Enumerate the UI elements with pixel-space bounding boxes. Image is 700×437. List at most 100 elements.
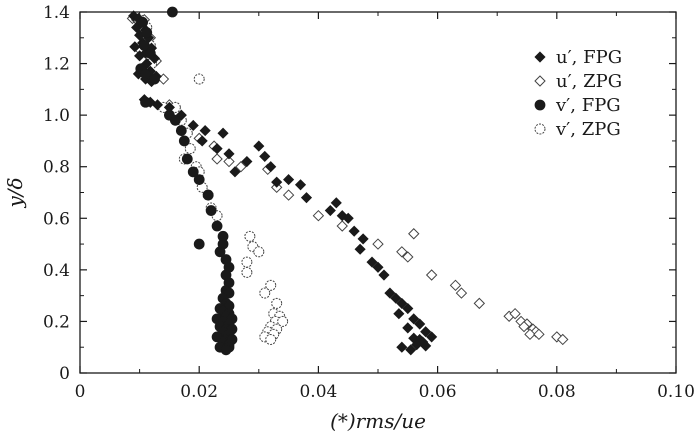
data-point [396, 297, 408, 309]
y-tick-label: 0 [59, 364, 70, 384]
data-point [518, 320, 530, 333]
data-point [420, 326, 432, 338]
data-point [396, 341, 408, 353]
data-point [235, 161, 247, 173]
data-point [402, 302, 414, 315]
series-2 [135, 6, 238, 356]
data-point [129, 41, 141, 53]
y-axis-label: y/δ [3, 177, 27, 208]
y-tick-label: 0.6 [43, 209, 70, 229]
data-point [294, 179, 307, 191]
data-point [181, 153, 193, 165]
data-point [282, 189, 295, 201]
data-point [137, 16, 148, 28]
data-point [220, 344, 232, 356]
data-point [169, 101, 181, 113]
y-tick-label: 0.8 [43, 158, 70, 178]
data-marks [126, 6, 569, 356]
legend-label: v′, FPG [555, 95, 621, 116]
x-tick-label: 0.06 [419, 382, 457, 402]
data-point [393, 308, 405, 320]
data-point [144, 47, 156, 59]
data-point [524, 328, 536, 341]
data-point [211, 220, 223, 232]
data-point [214, 246, 226, 258]
data-point [202, 189, 214, 201]
data-point [134, 50, 146, 62]
x-tick-label: 0.08 [538, 382, 576, 402]
data-point [473, 297, 486, 310]
data-point [241, 256, 253, 268]
legend-label: u′, ZPG [556, 71, 622, 92]
data-point [169, 114, 181, 126]
data-point [509, 307, 521, 320]
y-tick-label: 0.4 [43, 261, 70, 281]
legend-marker [534, 51, 546, 63]
axis-ticks: 0 0.02 0.04 0.06 0.08 0.10 0 0.2 0.4 0.6 0.8 1.0 1.2… [43, 3, 695, 402]
data-point [241, 155, 253, 168]
data-point [259, 150, 271, 162]
data-point [372, 261, 384, 273]
legend-label: v′, ZPG [555, 119, 621, 140]
legend-marker [534, 75, 546, 87]
data-point [426, 331, 438, 343]
data-point [390, 292, 402, 304]
data-point [402, 322, 414, 334]
data-point [378, 269, 390, 281]
data-point [312, 210, 325, 222]
data-point [241, 266, 253, 278]
data-point [557, 333, 569, 346]
data-point [384, 287, 396, 299]
data-point [405, 344, 417, 356]
data-point [324, 204, 336, 217]
data-point [244, 230, 256, 242]
data-point [199, 125, 211, 137]
data-point [229, 166, 241, 178]
data-point [211, 153, 223, 165]
data-point [449, 279, 462, 292]
x-axis-label: (*)rms/ue [330, 409, 426, 433]
x-tick-label: 0.02 [180, 382, 218, 402]
data-point [408, 228, 420, 240]
data-point [196, 135, 208, 147]
data-point [348, 225, 360, 237]
y-tick-label: 1.2 [43, 55, 70, 75]
data-point [178, 135, 190, 147]
data-point [271, 176, 283, 188]
data-point [187, 119, 199, 132]
x-tick-label: 0.04 [299, 382, 337, 402]
data-point [265, 333, 277, 345]
data-point [300, 192, 313, 204]
data-point [411, 339, 423, 351]
data-point [138, 40, 150, 51]
data-point [140, 68, 151, 80]
data-point [330, 197, 342, 209]
y-tick-label: 1.0 [43, 106, 70, 126]
data-point [354, 243, 366, 255]
data-point [193, 238, 205, 250]
data-point [402, 251, 414, 263]
data-point [253, 246, 265, 258]
data-point [357, 233, 369, 245]
data-point [259, 287, 271, 299]
data-point [342, 212, 354, 224]
legend-marker [534, 123, 546, 135]
series-3 [134, 14, 289, 345]
data-point [271, 297, 283, 309]
data-point [396, 246, 408, 258]
data-point [366, 256, 378, 268]
data-point [193, 174, 205, 186]
y-tick-label: 0.2 [43, 312, 70, 332]
x-tick-label: 0 [75, 382, 86, 402]
data-point [140, 96, 151, 108]
data-point [420, 340, 432, 352]
data-point [277, 315, 289, 327]
data-point [455, 287, 468, 299]
data-point [336, 220, 348, 232]
data-point [414, 318, 426, 330]
data-point [184, 143, 196, 155]
data-point [193, 73, 205, 85]
data-point [265, 161, 277, 173]
legend-label: u′, FPG [556, 47, 622, 68]
